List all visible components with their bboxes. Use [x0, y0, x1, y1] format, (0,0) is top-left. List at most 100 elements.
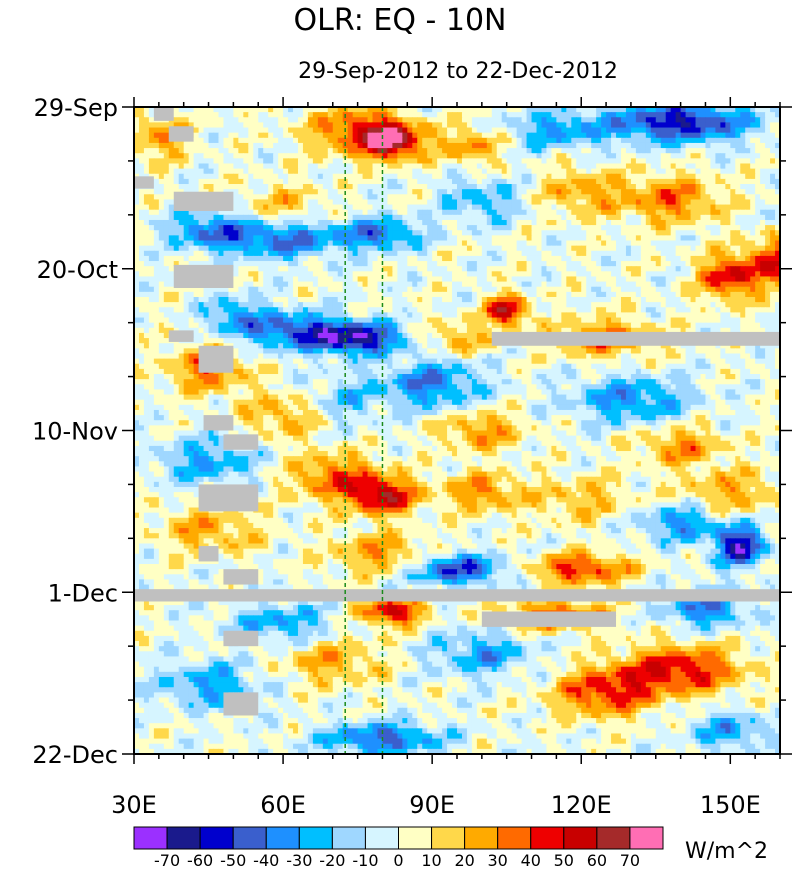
heat-cell: [188, 107, 195, 113]
heat-cell: [650, 163, 657, 170]
heat-cell: [238, 291, 244, 298]
heat-cell: [288, 261, 294, 267]
heat-cell: [506, 276, 513, 283]
heat-cell: [491, 194, 498, 201]
heat-cell: [476, 276, 483, 283]
heat-cell: [591, 142, 597, 149]
heat-cell: [243, 291, 249, 298]
heat-cell: [427, 291, 433, 298]
heat-cell: [531, 112, 538, 118]
heat-cell: [392, 184, 398, 190]
heat-cell: [735, 230, 741, 236]
heat-cell: [611, 255, 617, 262]
heat-cell: [665, 199, 672, 206]
heat-cell: [730, 199, 736, 206]
heat-cell: [367, 163, 374, 170]
heat-cell: [755, 127, 761, 134]
heat-cell: [775, 153, 781, 159]
heat-cell: [700, 199, 707, 206]
heat-cell: [775, 296, 781, 303]
heat-cell: [442, 112, 448, 118]
heat-cell: [442, 209, 448, 216]
heat-cell: [347, 255, 354, 262]
heat-cell: [134, 250, 140, 257]
heat-cell: [452, 178, 458, 185]
heat-cell: [551, 189, 557, 195]
heat-cell: [695, 209, 702, 216]
heat-cell: [203, 153, 210, 159]
heat-cell: [447, 189, 453, 195]
heat-cell: [273, 112, 279, 118]
heat-cell: [685, 219, 692, 226]
heat-cell: [362, 296, 369, 303]
heat-cell: [546, 209, 553, 216]
heat-cell: [457, 209, 463, 216]
heat-cell: [491, 137, 498, 144]
heat-cell: [248, 189, 254, 195]
heat-cell: [273, 271, 279, 278]
heat-cell: [427, 189, 433, 195]
heat-cell: [536, 240, 543, 247]
heat-cell: [556, 184, 562, 190]
heat-cell: [442, 142, 448, 149]
heat-cell: [690, 291, 697, 298]
heat-cell: [312, 245, 319, 252]
heat-cell: [501, 291, 508, 298]
heat-cell: [307, 168, 314, 175]
heat-cell: [730, 173, 736, 180]
heat-cell: [481, 235, 488, 242]
heat-cell: [481, 148, 488, 154]
heat-cell: [138, 255, 145, 262]
heat-cell: [745, 189, 751, 195]
heat-cell: [352, 153, 359, 159]
heat-cell: [670, 173, 677, 180]
heat-cell: [486, 261, 493, 267]
heat-cell: [163, 276, 170, 283]
heat-cell: [253, 204, 259, 211]
heat-cell: [700, 178, 707, 185]
heat-cell: [586, 194, 592, 201]
heat-cell: [337, 199, 344, 206]
heat-cell: [511, 255, 518, 262]
heat-cell: [327, 189, 334, 195]
heat-cell: [447, 204, 453, 211]
heat-cell: [193, 127, 200, 134]
heat-cell: [362, 209, 369, 216]
heat-cell: [442, 255, 448, 262]
heat-cell: [312, 235, 319, 242]
heat-cell: [327, 245, 334, 252]
heat-cell: [148, 281, 155, 288]
heat-cell: [601, 158, 607, 165]
heat-cell: [551, 122, 557, 129]
heat-cell: [775, 107, 781, 113]
heat-cell: [288, 235, 294, 242]
heat-cell: [581, 163, 587, 170]
heat-cell: [526, 276, 533, 283]
heat-cell: [317, 117, 324, 123]
heat-cell: [248, 209, 254, 216]
heat-cell: [367, 286, 374, 293]
heat-cell: [407, 107, 413, 113]
heat-cell: [755, 107, 761, 113]
heat-cell: [576, 107, 582, 113]
heat-cell: [481, 189, 488, 195]
heat-cell: [138, 276, 145, 283]
heat-cell: [620, 296, 627, 303]
heat-cell: [397, 189, 403, 195]
heat-cell: [516, 271, 523, 278]
heat-cell: [268, 266, 274, 272]
heat-cell: [293, 184, 299, 190]
heat-cell: [297, 199, 304, 206]
heat-cell: [412, 137, 418, 144]
heat-cell: [526, 271, 533, 278]
heat-cell: [591, 296, 597, 303]
heat-cell: [695, 107, 702, 113]
heat-cell: [466, 194, 473, 201]
heat-cell: [258, 255, 264, 262]
heat-cell: [481, 214, 488, 221]
heat-cell: [611, 245, 617, 252]
heat-cell: [332, 266, 339, 272]
heat-cell: [302, 219, 309, 226]
heat-cell: [665, 137, 672, 144]
heat-cell: [596, 194, 602, 201]
